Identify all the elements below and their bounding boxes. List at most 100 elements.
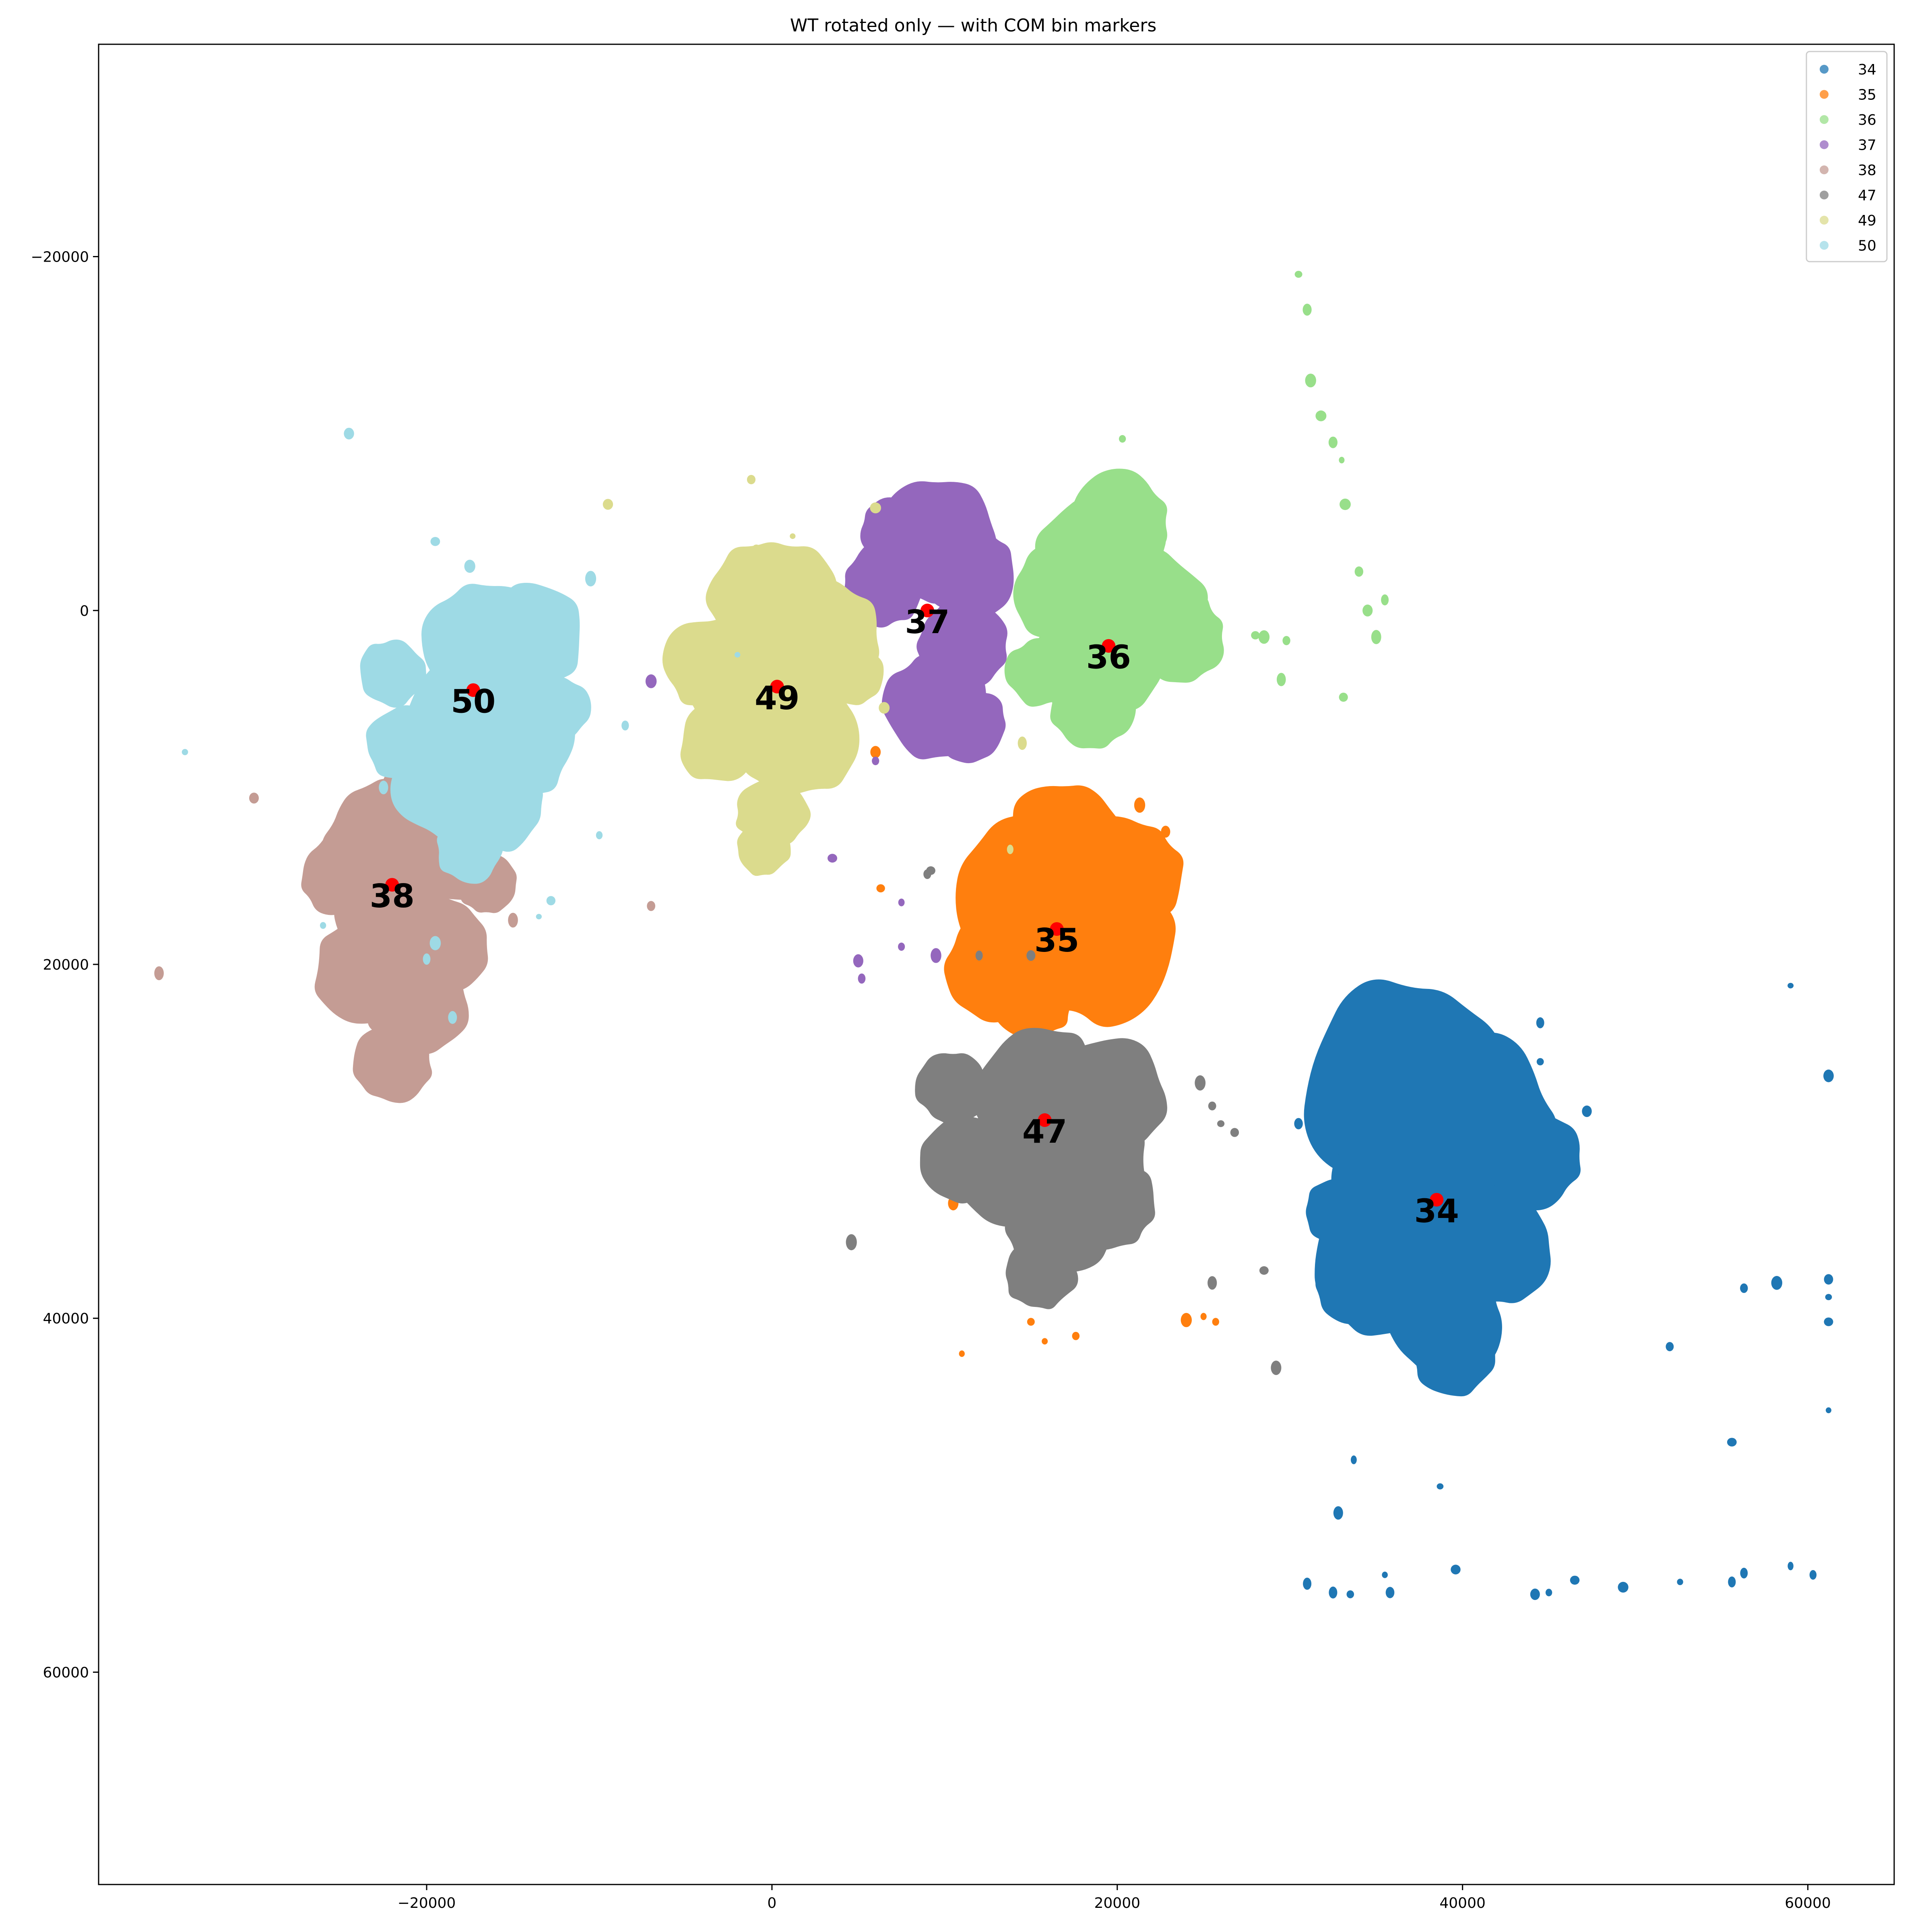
cluster-47-point-3 xyxy=(1195,1075,1206,1091)
cluster-36-point-7 xyxy=(1339,456,1345,464)
bin-label-47: 47 xyxy=(1022,1113,1067,1150)
cluster-34-point-24 xyxy=(1727,1438,1737,1447)
cluster-34-point-0 xyxy=(1351,1455,1357,1464)
cluster-36-point-1 xyxy=(1277,673,1286,686)
cluster-34-blob-7 xyxy=(1335,1077,1455,1191)
legend-label-37: 37 xyxy=(1858,137,1876,154)
cluster-34-point-23 xyxy=(1826,1407,1831,1414)
x-tick-label-3: 40000 xyxy=(1439,1895,1486,1911)
cluster-47-blob-8 xyxy=(1060,1160,1155,1251)
cluster-35-point-8 xyxy=(1027,1318,1035,1326)
cluster-47-point-10 xyxy=(1026,950,1036,961)
cluster-47-blob-6 xyxy=(915,1053,990,1127)
legend-label-34: 34 xyxy=(1858,62,1876,78)
cluster-50-point-13 xyxy=(448,1011,457,1024)
legend-marker-35 xyxy=(1820,90,1829,99)
cluster-50-point-10 xyxy=(621,720,629,731)
y-tick-label-2: 20000 xyxy=(43,957,89,973)
cluster-37-blob-6 xyxy=(860,497,927,563)
cluster-36-blob-7 xyxy=(1050,667,1136,749)
legend-label-35: 35 xyxy=(1858,87,1876,103)
cluster-34-point-18 xyxy=(1740,1283,1748,1293)
cluster-34-point-10 xyxy=(1545,1589,1552,1597)
cluster-34-point-9 xyxy=(1530,1588,1540,1600)
cluster-47-point-1 xyxy=(926,866,935,875)
bin-label-34: 34 xyxy=(1414,1193,1459,1230)
com-marker-47 xyxy=(1038,1113,1052,1127)
bin-label-38: 38 xyxy=(370,877,415,915)
cluster-34-point-2 xyxy=(1437,1483,1444,1490)
cluster-34-point-27 xyxy=(1561,1139,1571,1151)
x-tick-label-1: 0 xyxy=(767,1895,776,1911)
cluster-35-point-14 xyxy=(1212,1318,1219,1326)
cluster-34-point-30 xyxy=(1294,1118,1303,1129)
cluster-34-point-32 xyxy=(1823,1069,1834,1082)
cluster-50-point-14 xyxy=(734,652,741,658)
bin-label-50: 50 xyxy=(451,683,495,720)
cluster-34-point-4 xyxy=(1329,1586,1338,1599)
com-marker-35 xyxy=(1050,922,1064,936)
y-tick-label-4: 60000 xyxy=(43,1664,89,1681)
cluster-49-point-8 xyxy=(1007,844,1013,855)
cluster-49-blob-7 xyxy=(737,823,791,876)
cluster-36-blob-3 xyxy=(1013,545,1102,640)
cluster-35-point-13 xyxy=(1200,1313,1207,1320)
cluster-37-blob-1 xyxy=(926,526,1014,622)
com-marker-49 xyxy=(770,679,784,694)
cluster-35-point-2 xyxy=(1008,873,1020,886)
cluster-38-blob-5 xyxy=(353,1021,432,1103)
series-49 xyxy=(603,475,1027,876)
cluster-50-point-6 xyxy=(429,936,441,950)
cluster-50-blob-9 xyxy=(524,675,591,741)
cluster-34-point-17 xyxy=(1809,1570,1817,1580)
cluster-35-point-11 xyxy=(959,1350,965,1357)
cluster-34-point-15 xyxy=(1740,1568,1748,1579)
cluster-47-point-4 xyxy=(1208,1101,1216,1110)
legend-marker-47 xyxy=(1820,190,1829,200)
cluster-34-point-11 xyxy=(1570,1575,1580,1585)
cluster-34-point-16 xyxy=(1788,1562,1794,1571)
cluster-37-point-5 xyxy=(858,973,866,984)
cluster-50-point-1 xyxy=(430,537,440,546)
cluster-35-point-4 xyxy=(870,746,881,758)
legend-label-38: 38 xyxy=(1858,162,1876,179)
cluster-47-blob-4 xyxy=(1005,1235,1078,1309)
legend-marker-37 xyxy=(1820,140,1829,149)
y-tick-label-3: 40000 xyxy=(43,1311,89,1327)
cluster-47-point-9 xyxy=(1271,1360,1282,1375)
com-marker-layer: 34 35 36 37 38 47 49 50 xyxy=(370,603,1459,1230)
cluster-49-blob-4 xyxy=(662,618,755,709)
cluster-34-blob-5 xyxy=(1435,1185,1551,1303)
cluster-34-point-31 xyxy=(1788,983,1794,989)
cluster-37-blob-5 xyxy=(935,688,1006,764)
cluster-34-point-7 xyxy=(1385,1587,1395,1598)
cluster-36-point-2 xyxy=(1294,270,1302,278)
cluster-34-blob-8 xyxy=(1306,1175,1379,1246)
cluster-47-point-2 xyxy=(846,1234,857,1251)
series-50 xyxy=(182,427,741,1024)
cluster-34-point-20 xyxy=(1824,1274,1833,1285)
cluster-34-point-14 xyxy=(1728,1576,1736,1587)
cluster-37-point-1 xyxy=(645,674,657,688)
cluster-38-point-1 xyxy=(154,966,164,980)
cluster-36-point-15 xyxy=(1119,435,1126,443)
cluster-49-point-1 xyxy=(603,499,613,510)
cluster-36-point-3 xyxy=(1302,303,1312,316)
bin-label-35: 35 xyxy=(1034,922,1079,959)
com-marker-34 xyxy=(1430,1193,1444,1207)
cluster-38-blob-8 xyxy=(301,836,378,915)
cluster-35-point-3 xyxy=(876,884,885,893)
cluster-47-blob-7 xyxy=(920,1117,1004,1203)
bin-label-37: 37 xyxy=(905,603,949,641)
cluster-36-point-12 xyxy=(1381,594,1389,606)
cluster-34-point-19 xyxy=(1771,1276,1782,1290)
com-marker-36 xyxy=(1102,639,1116,653)
cluster-47-point-8 xyxy=(1259,1266,1269,1275)
series-35 xyxy=(870,746,1219,1357)
com-marker-50 xyxy=(466,683,480,697)
legend-marker-34 xyxy=(1820,65,1829,74)
x-tick-label-0: −20000 xyxy=(398,1895,456,1911)
cluster-35-point-1 xyxy=(1161,826,1170,838)
cluster-37-point-6 xyxy=(828,854,837,863)
